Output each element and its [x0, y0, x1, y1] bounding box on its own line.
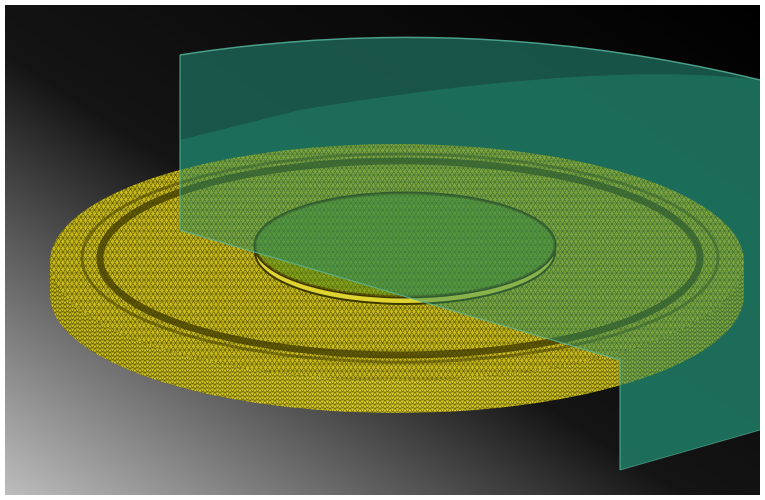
cylinder-rim [179, 36, 761, 81]
cylinder-bottom-edge [619, 429, 761, 471]
outer-groove [96, 157, 704, 359]
cylinder-edge [179, 55, 621, 470]
cylinder-front [180, 74, 760, 471]
inner-ring-mesh [255, 193, 555, 297]
outer-groove-edge [80, 152, 720, 364]
disc-side-shade [50, 262, 744, 413]
